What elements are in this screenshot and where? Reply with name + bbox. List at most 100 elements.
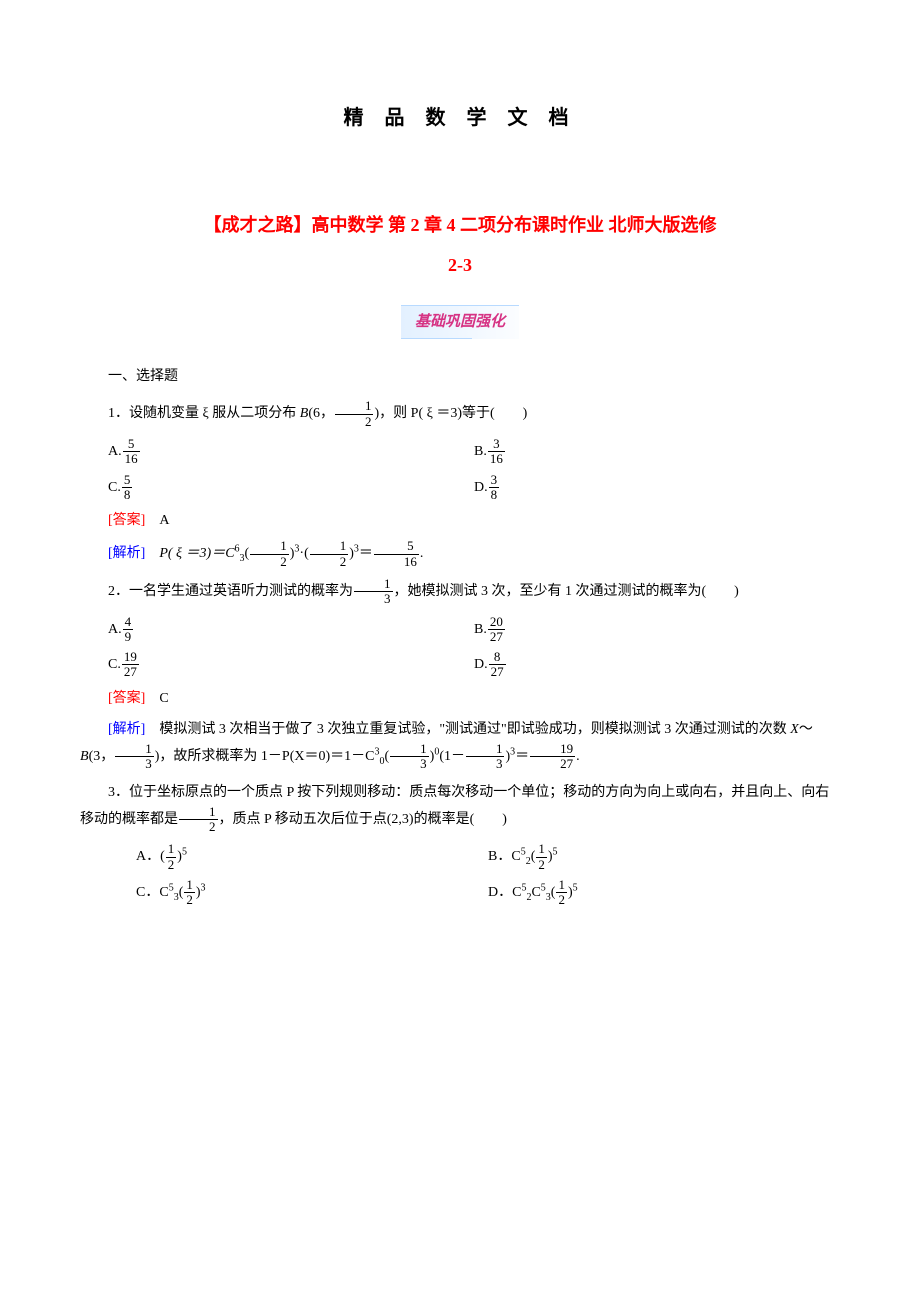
q2-period: . <box>576 749 580 764</box>
page-header-title: 精 品 数 学 文 档 <box>80 100 840 136</box>
q1-optA: A.516 <box>108 437 474 467</box>
q2-stem-post: ，她模拟测试 3 次，至少有 1 次通过测试的概率为( ) <box>394 584 739 599</box>
q2-f2: 13 <box>466 742 505 772</box>
q1-lp2: ( <box>304 546 309 561</box>
q1-stem-post: ，则 P( ξ ＝3)等于( ) <box>379 406 527 421</box>
q2-f1: 13 <box>390 742 429 772</box>
q1-p1d: 2 <box>250 555 289 569</box>
q2-optA: A.49 <box>108 615 474 645</box>
q2-lp1: ( <box>384 749 389 764</box>
q2-answer-line: [答案] C <box>80 686 840 711</box>
q3-Ae: 5 <box>182 847 187 858</box>
q1-optB-d: 16 <box>488 452 505 466</box>
q3-An: 1 <box>166 842 177 857</box>
q2-optD-frac: 827 <box>489 650 506 680</box>
q2-optB-frac: 2027 <box>488 615 505 645</box>
q3-Ad: 2 <box>166 858 177 872</box>
q3-optD: D．C52C53(12)5 <box>488 878 840 908</box>
q1-eq: ＝ <box>359 546 373 561</box>
q1-resn: 5 <box>374 539 419 554</box>
q1-optA-pre: A. <box>108 444 122 459</box>
q1-bargs-pre: (6， <box>308 406 334 421</box>
q2-rd: 27 <box>530 757 575 771</box>
q3-Bn: 1 <box>536 842 547 857</box>
q2-f2n: 1 <box>466 742 505 757</box>
q3-optA: A．(12)5 <box>136 842 488 872</box>
main-title: 【成才之路】高中数学 第 2 章 4 二项分布课时作业 北师大版选修 2-3 <box>80 206 840 285</box>
q2-f2d: 3 <box>466 757 505 771</box>
q3-optC-pre: C．C <box>136 885 169 900</box>
q3-Ce: 3 <box>201 882 206 893</box>
q3-hf: 12 <box>179 805 218 835</box>
q2-optB-n: 20 <box>488 615 505 630</box>
q1-options-row1: A.516 B.316 <box>108 437 840 467</box>
q1-optD-pre: D. <box>474 480 488 495</box>
q3-hfn: 1 <box>179 805 218 820</box>
q1-answer-line: [答案] A <box>80 508 840 533</box>
q2-optC-d: 27 <box>122 665 139 679</box>
q2-options-row1: A.49 B.2027 <box>108 615 840 645</box>
q1-period: . <box>420 546 424 561</box>
q3-optC: C．C53(12)3 <box>136 878 488 908</box>
q3-hfd: 2 <box>179 820 218 834</box>
q2-parse-t2: ，故所求概率为 1－P(X＝0)＝1－C <box>159 749 374 764</box>
q3-Af: 12 <box>166 842 177 872</box>
q3-Bd: 2 <box>536 858 547 872</box>
q3-Df: 12 <box>556 878 567 908</box>
q2-answer-label: [答案] <box>108 691 145 706</box>
q1-optC-n: 5 <box>122 473 133 488</box>
q1-optB-pre: B. <box>474 444 487 459</box>
main-title-line1: 【成才之路】高中数学 第 2 章 4 二项分布课时作业 北师大版选修 <box>204 215 717 235</box>
q1-optB-frac: 316 <box>488 437 505 467</box>
q2-optC-pre: C. <box>108 657 121 672</box>
q3-Dd: 2 <box>556 893 567 907</box>
q2-optB: B.2027 <box>474 615 840 645</box>
q1-p1f: 12 <box>250 539 289 569</box>
q3-stem: 3．位于坐标原点的一个质点 P 按下列规则移动：质点每次移动一个单位；移动的方向… <box>80 780 840 835</box>
q1-parse-label: [解析] <box>108 546 145 561</box>
q2-optB-d: 27 <box>488 630 505 644</box>
q2-optA-d: 9 <box>123 630 134 644</box>
q2-stem: 2．一名学生通过英语听力测试的概率为13，她模拟测试 3 次，至少有 1 次通过… <box>80 577 840 607</box>
q2-X: X <box>790 722 799 737</box>
q2-bfn: 1 <box>115 742 154 757</box>
q2-answer: C <box>159 691 168 706</box>
q1-p2f: 12 <box>310 539 349 569</box>
q1-stem-pre: 1．设随机变量 ξ 服从二项分布 <box>108 406 300 421</box>
q2-B: B <box>80 749 89 764</box>
q2-f1d: 3 <box>390 757 429 771</box>
q2-bfd: 3 <box>115 757 154 771</box>
q3-Bf: 12 <box>536 842 547 872</box>
q2-optA-frac: 49 <box>123 615 134 645</box>
q2-bargs-pre: (3， <box>89 749 115 764</box>
q1-optB-n: 3 <box>488 437 505 452</box>
q2-options-row2: C.1927 D.827 <box>108 650 840 680</box>
q3-optD-pre: D．C <box>488 885 521 900</box>
q2-optC: C.1927 <box>108 650 474 680</box>
q2-optD-n: 8 <box>489 650 506 665</box>
q2-optC-n: 19 <box>122 650 139 665</box>
q1-bfrac: 12 <box>335 399 374 429</box>
q2-f1n: 1 <box>390 742 429 757</box>
q3-Cf: 12 <box>184 878 195 908</box>
q2-optD-pre: D. <box>474 657 488 672</box>
q2-lp2: (1－ <box>439 749 465 764</box>
q2-bf: 13 <box>115 742 154 772</box>
q2-optC-frac: 1927 <box>122 650 139 680</box>
q2-optD: D.827 <box>474 650 840 680</box>
q2-optB-pre: B. <box>474 622 487 637</box>
q1-optA-d: 16 <box>123 452 140 466</box>
q3-optB-pre: B．C <box>488 849 521 864</box>
q1-optC-d: 8 <box>122 488 133 502</box>
q3-Blp: ( <box>531 849 536 864</box>
q2-tilde: ～ <box>799 722 813 737</box>
q1-optA-frac: 516 <box>123 437 140 467</box>
q2-pfd: 3 <box>354 592 393 606</box>
q1-optC: C.58 <box>108 473 474 503</box>
q1-answer: A <box>159 513 169 528</box>
q3-options-row1: A．(12)5 B．C52(12)5 <box>136 842 840 872</box>
q2-rn: 19 <box>530 742 575 757</box>
q2-optA-n: 4 <box>123 615 134 630</box>
q1-p2n: 1 <box>310 539 349 554</box>
q1-p1n: 1 <box>250 539 289 554</box>
